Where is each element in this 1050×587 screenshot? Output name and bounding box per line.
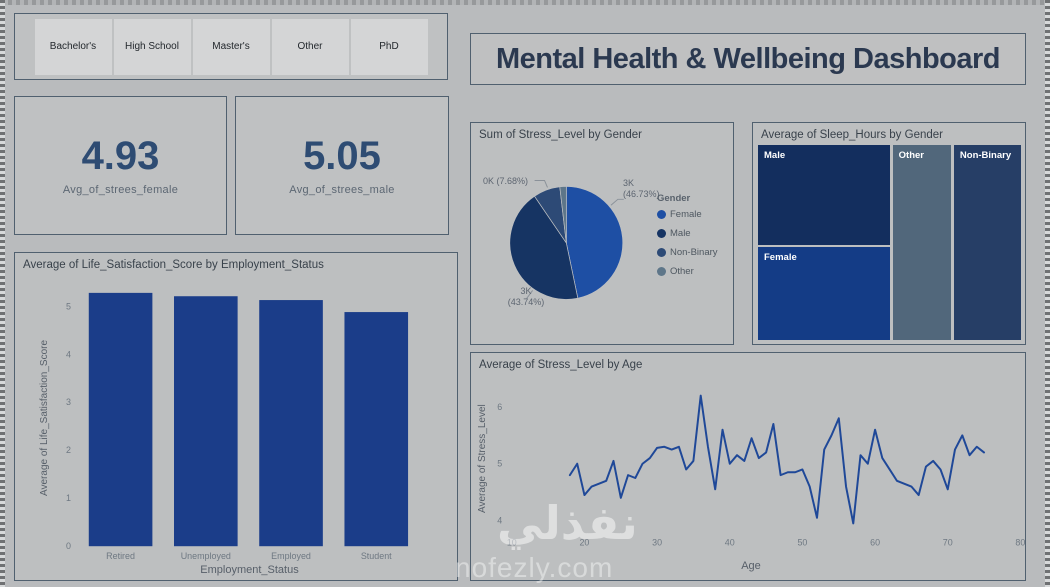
bar-category-label: Retired: [106, 551, 135, 561]
kpi-label-female: Avg_of_strees_female: [62, 183, 179, 196]
legend-item-female[interactable]: Female: [657, 209, 718, 220]
line-chart-title: Average of Stress_Level by Age: [479, 359, 643, 371]
pie-chart-panel: Sum of Stress_Level by Gender 3K (46.73%…: [470, 122, 734, 345]
kpi-value-male: 5.05: [303, 133, 381, 178]
bar-y-axis-title: Average of Life_Satisfaction_Score: [39, 339, 50, 497]
legend-title: Gender: [657, 193, 691, 204]
treemap-cell-male[interactable]: Male: [758, 145, 891, 246]
treemap-panel: Average of Sleep_Hours by Gender Male Fem…: [752, 122, 1026, 345]
treemap-cell-other[interactable]: Other: [892, 145, 952, 340]
bar-chart-title: Average of Life_Satisfaction_Score by Em…: [23, 259, 324, 271]
bar-y-tick: 2: [66, 445, 71, 455]
line-y-tick: 5: [497, 459, 502, 469]
slicer-button-bachelors[interactable]: Bachelor's: [34, 18, 112, 75]
line-x-tick: 40: [725, 537, 735, 547]
pie-chart: [509, 179, 624, 300]
bar-category-label: Employed: [271, 551, 311, 561]
legend-dot: [657, 210, 666, 219]
dashboard-title-panel: Mental Health & Wellbeing Dashboard: [470, 33, 1026, 85]
selection-border-right: [1045, 0, 1050, 587]
pie-callout-male-percent: (43.74%): [507, 297, 545, 307]
legend-item-nonbinary[interactable]: Non-Binary: [657, 247, 718, 258]
pie-callout-nonbinary: 0K (7.68%): [483, 176, 528, 187]
treemap-cell-label: Non-Binary: [959, 150, 1012, 161]
line-y-tick: 4: [497, 516, 502, 526]
bar-y-tick: 1: [66, 493, 71, 503]
legend-item-other[interactable]: Other: [657, 266, 718, 277]
pie-chart-title: Sum of Stress_Level by Gender: [479, 129, 642, 141]
slicer-button-phd[interactable]: PhD: [350, 18, 428, 75]
line-x-tick: 10: [507, 537, 517, 547]
line-x-tick: 20: [579, 537, 589, 547]
bar-retired[interactable]: [88, 292, 153, 547]
education-slicer: Bachelor's High School Master's Other Ph…: [14, 13, 448, 80]
slicer-button-other[interactable]: Other: [271, 18, 349, 75]
kpi-card-stress-female: 4.93 Avg_of_strees_female: [14, 96, 227, 235]
legend-label: Non-Binary: [670, 247, 718, 258]
line-x-tick: 60: [870, 537, 880, 547]
bar-y-tick: 5: [66, 301, 71, 311]
bar-y-tick: 4: [66, 349, 71, 359]
pie-slice-other[interactable]: [559, 186, 567, 243]
pie-callout-leader: [610, 198, 624, 206]
pie-callout-leader: [526, 290, 534, 299]
pie-slice-female[interactable]: [565, 186, 624, 299]
pie-callout-female-percent: (46.73%): [623, 189, 660, 199]
pie-slice-male[interactable]: [509, 195, 579, 300]
kpi-value-female: 4.93: [81, 133, 160, 178]
bar-student[interactable]: [344, 312, 409, 547]
bar-category-label: Unemployed: [181, 551, 231, 561]
pie-callout-male-value: 3K: [520, 286, 532, 296]
kpi-card-stress-male: 5.05 Avg_of_strees_male: [235, 96, 449, 235]
treemap-cell-label: Other: [898, 150, 924, 161]
bar-unemployed[interactable]: [174, 296, 238, 547]
dashboard-title: Mental Health & Wellbeing Dashboard: [495, 42, 1001, 75]
treemap-cell-non-binary[interactable]: Non-Binary: [953, 145, 1021, 340]
line-x-tick: 30: [652, 537, 662, 547]
treemap-cell-label: Female: [764, 252, 797, 264]
treemap-cell-label: Male: [764, 150, 786, 161]
line-x-axis-title: Age: [741, 560, 761, 572]
slicer-button-masters[interactable]: Master's: [192, 18, 270, 75]
pie-callout-leader: [534, 179, 548, 188]
line-chart-panel: Average of Stress_Level by Age 4 5 6 10 20 30…: [470, 352, 1026, 581]
legend-dot: [657, 248, 666, 257]
pie-callout-female-value: 3K: [623, 178, 635, 188]
treemap-cell-female[interactable]: Female: [758, 247, 891, 340]
bar-chart-panel: Average of Life_Satisfaction_Score by Em…: [14, 252, 458, 581]
bar-chart: 0 1 2 3 4 5 Retired Unemployed Employed Student: [66, 292, 409, 561]
legend-label: Other: [670, 266, 694, 277]
bar-y-tick: 0: [66, 541, 71, 551]
bar-y-tick: 3: [66, 397, 71, 407]
bar-x-axis-title: Employment_Status: [200, 564, 299, 576]
line-y-tick: 6: [497, 402, 502, 412]
treemap-title: Average of Sleep_Hours by Gender: [761, 129, 943, 141]
selection-border-top: [0, 0, 1050, 5]
pie-callout-male: 3K (43.74%): [497, 286, 555, 308]
selection-border-left: [0, 0, 5, 587]
pie-legend: Gender Female Male Non-Binary Other: [657, 193, 718, 285]
treemap-plot: Male Female Other Non-Binary: [758, 145, 1021, 340]
line-chart: 4 5 6 10 20 30 40 50 60 70 80: [497, 394, 1025, 547]
bar-category-label: Student: [361, 551, 392, 561]
pie-callout-nonbinary-value: 0K (7.68%): [483, 176, 529, 186]
legend-item-male[interactable]: Male: [657, 228, 718, 239]
slicer-button-high-school[interactable]: High School: [113, 18, 191, 75]
pie-callout-female: 3K (46.73%): [623, 178, 660, 200]
line-x-tick: 80: [1015, 537, 1025, 547]
legend-dot: [657, 267, 666, 276]
stress-by-age-line[interactable]: [568, 394, 986, 525]
legend-dot: [657, 229, 666, 238]
bar-employed[interactable]: [259, 300, 323, 547]
legend-label: Female: [670, 209, 702, 220]
line-x-tick: 70: [943, 537, 953, 547]
legend-label: Male: [670, 228, 691, 239]
line-x-tick: 50: [797, 537, 807, 547]
kpi-label-male: Avg_of_strees_male: [289, 183, 395, 196]
line-y-axis-title: Average of Stress_Level: [477, 404, 488, 514]
